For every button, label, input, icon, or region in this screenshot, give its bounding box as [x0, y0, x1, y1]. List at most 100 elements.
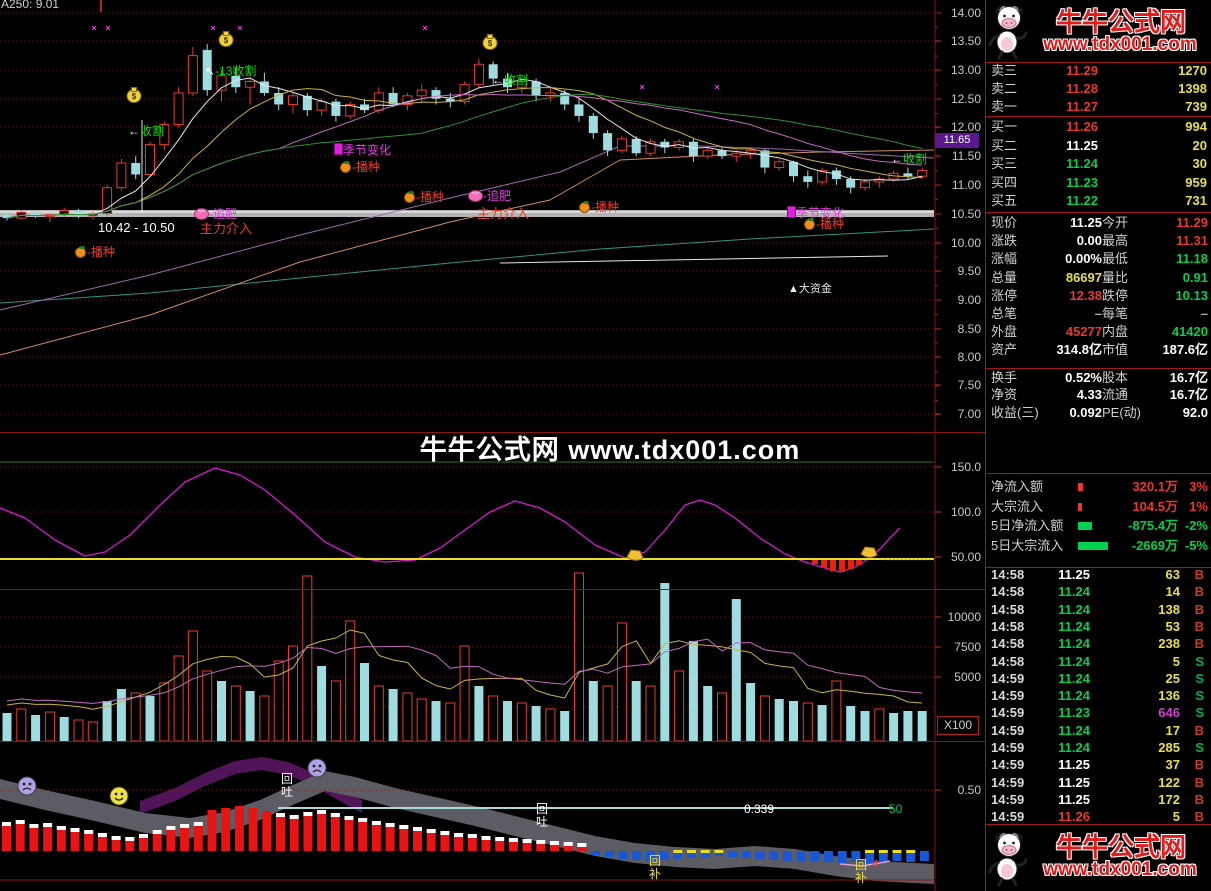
smiley-sad-icon: [17, 776, 37, 796]
axis-label: 7500: [954, 640, 981, 654]
tick-row[interactable]: 14:59 11.26 5 B: [991, 809, 1204, 825]
cow-mascot-icon: [986, 829, 1032, 891]
buy-row[interactable]: 买一 11.26 994: [991, 119, 1207, 134]
flow-bar-icon: [1078, 502, 1082, 511]
sell-row[interactable]: 卖三 11.29 1270: [991, 63, 1207, 78]
smiley-happy-icon: [109, 786, 129, 806]
logo-url: www.tdx001.com: [1043, 34, 1197, 55]
tick-row[interactable]: 14:59 11.25 172 B: [991, 791, 1204, 807]
orange-fruit-icon: [804, 218, 815, 230]
volume-unit-box: X100: [937, 716, 979, 735]
axis-label: 11.50: [951, 149, 981, 163]
svg-text:$: $: [224, 36, 229, 45]
stock-info: 现价 11.25 今开 11.29 涨跌 0.00 最高 11.31 涨幅 0.00% 最低 11.1…: [986, 212, 1211, 430]
sell-row[interactable]: 卖一 11.27 739: [991, 99, 1207, 114]
buy-row[interactable]: 买三 11.24 30: [991, 156, 1207, 172]
title-cursor: [100, 0, 102, 12]
axis-label: 12.50: [950, 92, 981, 106]
sow-label: -播种: [339, 160, 380, 174]
tick-row[interactable]: 14:59 11.24 25 S: [991, 670, 1204, 686]
logo-url: www.tdx001.com: [1043, 859, 1197, 880]
cow-icon: [988, 832, 1028, 887]
x-marker-icon: ×: [237, 23, 242, 33]
tick-row[interactable]: 14:58 11.25 63 B: [991, 567, 1204, 582]
gold-ingot-icon: [626, 549, 644, 561]
buy-row[interactable]: 买五 11.22 731: [991, 193, 1207, 209]
tail-number: 4: [872, 857, 879, 871]
x-marker-icon: ×: [639, 82, 644, 92]
tick-row[interactable]: 14:58 11.24 238 B: [991, 636, 1204, 652]
chart-canvas[interactable]: $ $ $ × × × × × × ×: [0, 0, 985, 891]
sow-label: -播种: [403, 190, 444, 204]
arrow-icon: ←: [128, 124, 140, 138]
axis-label: 12.00: [950, 120, 981, 134]
fund-flow-row: 5日净流入额 -875.4万 -2%: [991, 518, 1208, 533]
fertilize-label: -追肥: [468, 189, 511, 203]
x-marker-icon: ×: [714, 82, 719, 92]
tick-row[interactable]: 14:59 11.24 136 S: [991, 688, 1204, 704]
season-change-label: 季节变化: [334, 143, 391, 157]
info-row: 净资 4.33 流通 16.7亿: [991, 386, 1208, 402]
flow-bar-icon: [1078, 483, 1083, 491]
info-row: 总笔 – 每笔 –: [991, 306, 1208, 321]
sell-row[interactable]: 卖二 11.28 1398: [991, 81, 1207, 96]
info-row: 涨幅 0.00% 最低 11.18: [991, 251, 1208, 267]
cow-mascot-icon: [986, 2, 1032, 65]
buy-row[interactable]: 买四 11.23 959: [991, 174, 1207, 190]
harvest-label: ↖-13收割: [205, 64, 257, 78]
money-bag-icon: $: [482, 34, 498, 50]
x-marker-icon: ×: [210, 23, 215, 33]
money-bag-icon: $: [218, 31, 234, 47]
divider-osc-vol: [0, 589, 985, 590]
orange-fruit-icon: [340, 161, 351, 173]
arrow-icon: ←: [492, 73, 504, 87]
huibu-label-1: 回补: [648, 854, 661, 881]
buy-row[interactable]: 买二 11.25 20: [991, 137, 1207, 153]
tick-row[interactable]: 14:59 11.23 646 S: [991, 705, 1204, 721]
tick-row[interactable]: 14:59 11.24 285 S: [991, 740, 1204, 755]
osc-value-label: 0.339: [744, 802, 775, 816]
svg-text:$: $: [488, 39, 493, 48]
fund-flow: 净流入额 320.1万 3% 大宗流入 104.5万 1% 5日净流入额 -875.4万 -2%…: [986, 473, 1211, 568]
harvest-label: ←收割: [492, 73, 529, 87]
site-logo-top[interactable]: 牛牛公式网 www.tdx001.com: [986, 0, 1211, 63]
orange-fruit-icon: [579, 201, 590, 213]
harvest-label: ←收割: [128, 124, 165, 138]
info-row: 涨停 12.38 跌停 10.13: [991, 287, 1208, 303]
peach-icon: [468, 190, 483, 202]
site-logo-bottom[interactable]: 牛牛公式网 www.tdx001.com: [986, 824, 1211, 891]
svg-text:$: $: [132, 92, 137, 101]
tick-row[interactable]: 14:58 11.24 138 B: [991, 601, 1204, 617]
axis-label: 150.0: [950, 460, 981, 474]
x-marker-icon: ×: [105, 23, 110, 33]
tick-row[interactable]: 14:58 11.24 14 B: [991, 584, 1204, 600]
cow-icon: [988, 5, 1028, 60]
fund-flow-row: 大宗流入 104.5万 1%: [991, 498, 1208, 514]
tick-row[interactable]: 14:58 11.24 53 B: [991, 618, 1204, 634]
orange-fruit-icon: [75, 246, 86, 258]
season-change-label: 季节变化: [787, 206, 844, 220]
axis-label: 7.00: [957, 407, 981, 421]
main-force-label: 主力介入: [200, 221, 253, 236]
huitu-label-2: 回吐: [535, 802, 548, 829]
tick-row[interactable]: 14:59 11.25 122 B: [991, 774, 1204, 790]
logo-text: 牛牛公式网: [1055, 832, 1186, 862]
divider-vol-bottom: [0, 741, 985, 742]
axis-label: 100.0: [950, 505, 981, 519]
season-box-icon: [787, 206, 796, 218]
huibu-label-2: 回补: [854, 858, 867, 885]
axis-label: 9.50: [957, 264, 981, 278]
x-marker-icon: ×: [422, 23, 427, 33]
tick-row[interactable]: 14:58 11.24 5 S: [991, 653, 1204, 669]
axis-label: 10.50: [950, 207, 981, 221]
orange-fruit-icon: [404, 191, 415, 203]
money-bag-icon: $: [126, 87, 142, 103]
tick-row[interactable]: 14:59 11.24 17 B: [991, 722, 1204, 738]
tick-row[interactable]: 14:59 11.25 37 B: [991, 757, 1204, 773]
info-row: 换手 0.52% 股本 16.7亿: [986, 367, 1211, 387]
fertilize-label: -追肥: [194, 207, 237, 221]
flow-bar-icon: [1078, 522, 1092, 530]
axis-label: 13.00: [950, 63, 981, 77]
axis-label: 0.50: [957, 783, 981, 797]
